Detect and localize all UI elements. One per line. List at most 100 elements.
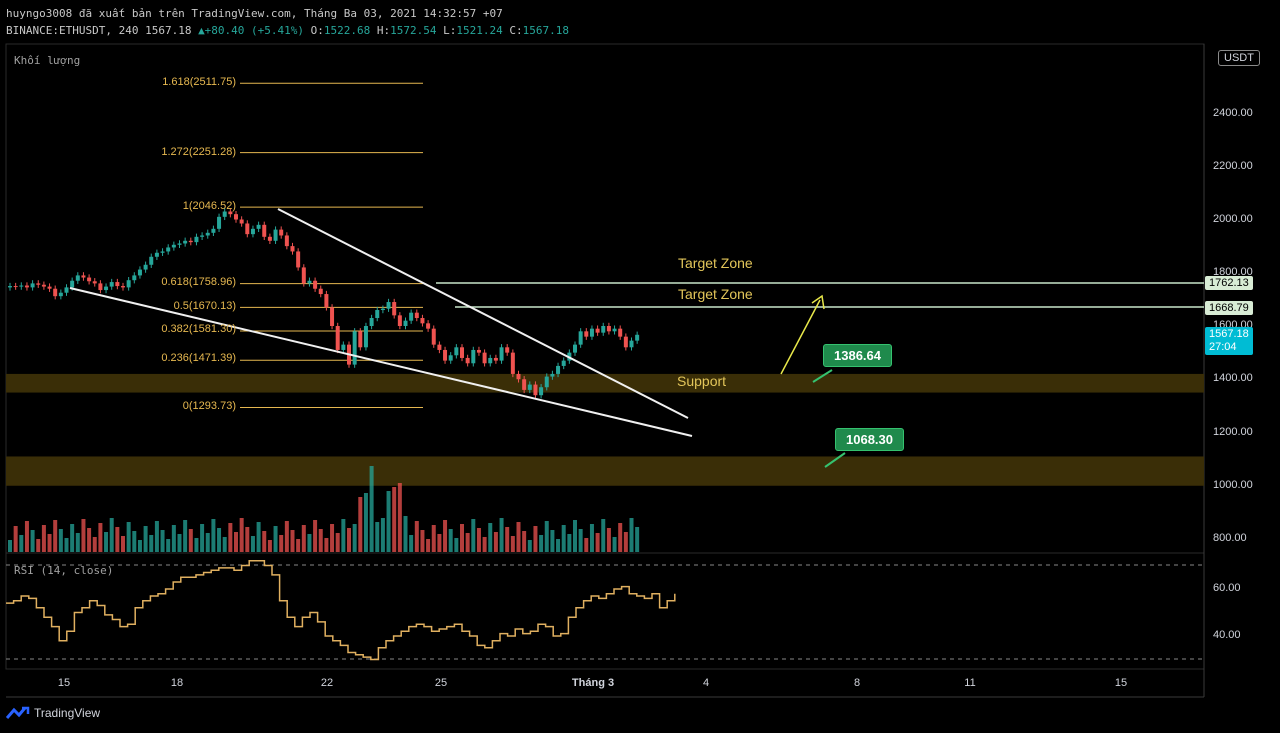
tradingview-logo[interactable]: TradingView	[6, 706, 100, 720]
volume-bar	[414, 521, 419, 552]
volume-bar	[476, 528, 481, 552]
candle	[13, 286, 18, 288]
volume-bar	[279, 535, 284, 552]
volume-bar	[104, 532, 109, 552]
volume-bar	[13, 526, 18, 552]
rsi-pane	[5, 552, 1205, 670]
candle	[41, 284, 46, 287]
candle	[330, 307, 335, 326]
low-label: L:	[443, 24, 457, 37]
level-callout: 1068.30	[835, 428, 904, 451]
high-label: H:	[376, 24, 391, 37]
volume-bar	[499, 518, 504, 552]
symbol-name[interactable]: BINANCE:ETHUSDT, 240	[6, 24, 139, 37]
candle	[584, 331, 589, 337]
time-axis-tick: Tháng 3	[571, 677, 615, 689]
candle	[194, 236, 199, 243]
candle	[166, 247, 171, 252]
candle	[8, 286, 12, 288]
volume-bar	[301, 525, 306, 552]
volume-bar	[589, 524, 594, 552]
volume-bar	[618, 523, 623, 552]
candle	[70, 280, 75, 288]
candle	[284, 235, 289, 247]
price-axis-tick: 2400.00	[1213, 107, 1253, 119]
candle	[234, 214, 238, 220]
volume-bar	[612, 537, 617, 552]
candle	[92, 281, 97, 284]
volume-bar	[386, 491, 391, 552]
trend-line	[277, 208, 689, 419]
candle	[460, 347, 464, 358]
volume-bar	[397, 483, 402, 552]
volume-bar	[426, 539, 431, 552]
volume-bar	[98, 523, 103, 552]
volume-bar	[584, 538, 589, 552]
candle	[47, 286, 52, 289]
candle	[58, 292, 63, 297]
close-label: C:	[509, 24, 523, 37]
volume-bar	[211, 519, 216, 552]
volume-bar	[19, 535, 24, 552]
volume-bar	[273, 526, 278, 552]
volume-bar	[239, 518, 244, 552]
candle	[578, 331, 583, 345]
projection-arrow	[780, 299, 821, 375]
volume-bar	[544, 521, 549, 552]
candle	[414, 312, 419, 319]
candle	[443, 349, 448, 361]
tradingview-icon	[6, 706, 30, 719]
publish-info: huyngo3008 đã xuất bản trên TradingView.…	[6, 7, 503, 20]
candle	[431, 328, 436, 345]
symbol-info: BINANCE:ETHUSDT, 240 1567.18 ▲+80.40 (+5…	[6, 24, 569, 37]
candle	[154, 252, 159, 257]
candle	[98, 283, 103, 291]
volume-bar	[36, 539, 41, 552]
candle	[420, 318, 425, 324]
candle	[505, 347, 510, 353]
volume-bar	[471, 519, 476, 552]
volume-bar	[92, 537, 97, 552]
volume-bar	[160, 530, 165, 552]
price-axis-tick: 1800.00	[1213, 266, 1253, 278]
candle	[30, 283, 35, 288]
volume-bar	[137, 540, 142, 552]
volume-bar	[53, 520, 58, 552]
candle	[471, 349, 476, 364]
volume-bar	[41, 525, 46, 552]
candle	[589, 328, 594, 337]
candle	[612, 328, 617, 332]
volume-bar	[448, 529, 453, 552]
volume-bar	[200, 524, 205, 552]
candle	[392, 302, 397, 316]
candle	[250, 228, 255, 235]
candle	[358, 331, 363, 348]
volume-bar	[47, 534, 52, 552]
candle	[211, 228, 216, 233]
target-zone-label: Target Zone	[678, 255, 753, 271]
candle	[426, 323, 431, 329]
volume-bar	[75, 533, 80, 552]
candle	[301, 267, 306, 284]
volume-bar	[533, 526, 538, 552]
support-zone	[6, 373, 1204, 393]
time-axis-tick: 18	[170, 677, 184, 689]
volume-bar	[623, 532, 628, 552]
currency-button[interactable]: USDT	[1218, 50, 1260, 66]
candle	[36, 283, 41, 285]
volume-bar	[154, 521, 159, 552]
trend-line	[69, 287, 693, 437]
candle	[53, 288, 58, 297]
volume-bar	[527, 540, 532, 552]
candle	[522, 379, 527, 390]
price-axis-tick: 2200.00	[1213, 160, 1253, 172]
candle	[313, 280, 318, 289]
volume-bar	[262, 531, 267, 552]
candle	[64, 287, 69, 293]
candle	[409, 312, 414, 321]
volume-bar	[488, 523, 493, 552]
volume-bar	[307, 534, 312, 552]
volume-bar	[482, 537, 487, 552]
time-axis-tick: 4	[702, 677, 710, 689]
